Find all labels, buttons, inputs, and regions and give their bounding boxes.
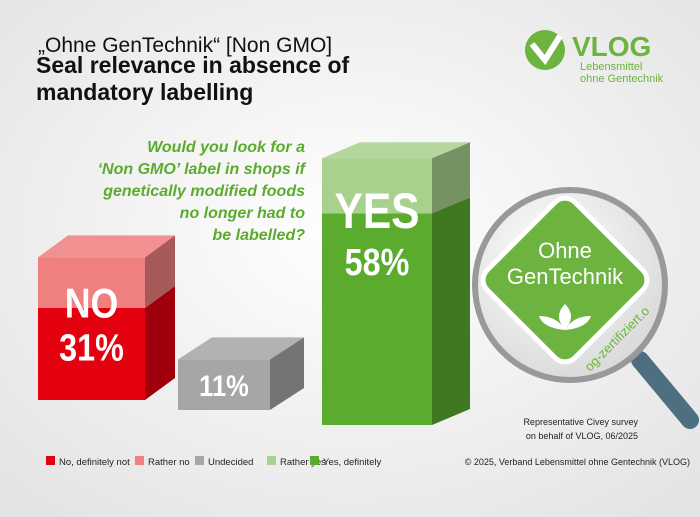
question-line: genetically modified foods (102, 183, 305, 200)
seal-shape (480, 195, 650, 365)
seal-text: GenTechnik (507, 264, 624, 289)
legend-swatch (46, 456, 55, 465)
total-label: 31% (59, 327, 124, 369)
seal (480, 195, 650, 365)
legend-swatch (135, 456, 144, 465)
legend-label: Undecided (208, 457, 253, 468)
seal-leaves (539, 304, 591, 330)
question: Would you look for a ‘Non GMO’ label in s… (98, 139, 307, 244)
bar-segment (322, 213, 432, 425)
legend-swatch (310, 456, 319, 465)
total-label: 58% (345, 242, 410, 284)
legend-label: Rather no (148, 457, 190, 468)
category-label: NO (65, 281, 119, 327)
legend-swatch (195, 456, 204, 465)
bar-segment (322, 158, 432, 214)
source: Representative Civey survey (523, 417, 638, 427)
legend-label: Rather yes (280, 457, 326, 468)
bar-segment (38, 257, 145, 308)
seal-text: Ohne (538, 238, 592, 263)
bar-segment-side (145, 286, 175, 400)
logo-line: Lebensmittel (580, 61, 642, 73)
bar-segment-side (432, 197, 470, 425)
source: on behalf of VLOG, 06/2025 (526, 431, 638, 441)
bar-top (322, 142, 470, 159)
category-label: YES (334, 183, 419, 239)
legend-swatch (267, 456, 276, 465)
question-line: Would you look for a (147, 139, 305, 156)
magnifier-handle (631, 351, 699, 429)
magnifier: Ohne GenTechnik og-zertifiziert.o (472, 187, 699, 429)
subtitle-box: Seal relevance in absence of mandatory l… (36, 52, 350, 105)
bar-segment (38, 308, 145, 400)
bar-top (178, 337, 304, 360)
bar-segment-side (270, 337, 304, 410)
chart-title: „Ohne GenTechnik“ [Non GMO] (38, 34, 332, 57)
copyright: © 2025, Verband Lebensmittel ohne Gentec… (465, 457, 690, 467)
question-line: ‘Non GMO’ label in shops if (98, 161, 307, 178)
chart-subtitle: Seal relevance in absence of mandatory l… (36, 52, 350, 105)
total-label: 11% (199, 369, 249, 402)
logo-line: ohne Gentechnik (580, 73, 664, 85)
legend-label: Yes, definitely (323, 457, 382, 468)
logo: VLOG Lebensmittel ohne Gentechnik (525, 30, 664, 85)
bar-segment (178, 359, 270, 410)
bar-segment-side (432, 142, 470, 214)
bar-top (38, 235, 175, 258)
logo-check (529, 34, 563, 66)
bar-segment-side (145, 235, 175, 308)
question-line: no longer had to (180, 205, 306, 222)
legend-label: No, definitely not (59, 457, 130, 468)
question-line: be labelled? (213, 227, 306, 244)
logo-name: VLOG (572, 31, 651, 62)
